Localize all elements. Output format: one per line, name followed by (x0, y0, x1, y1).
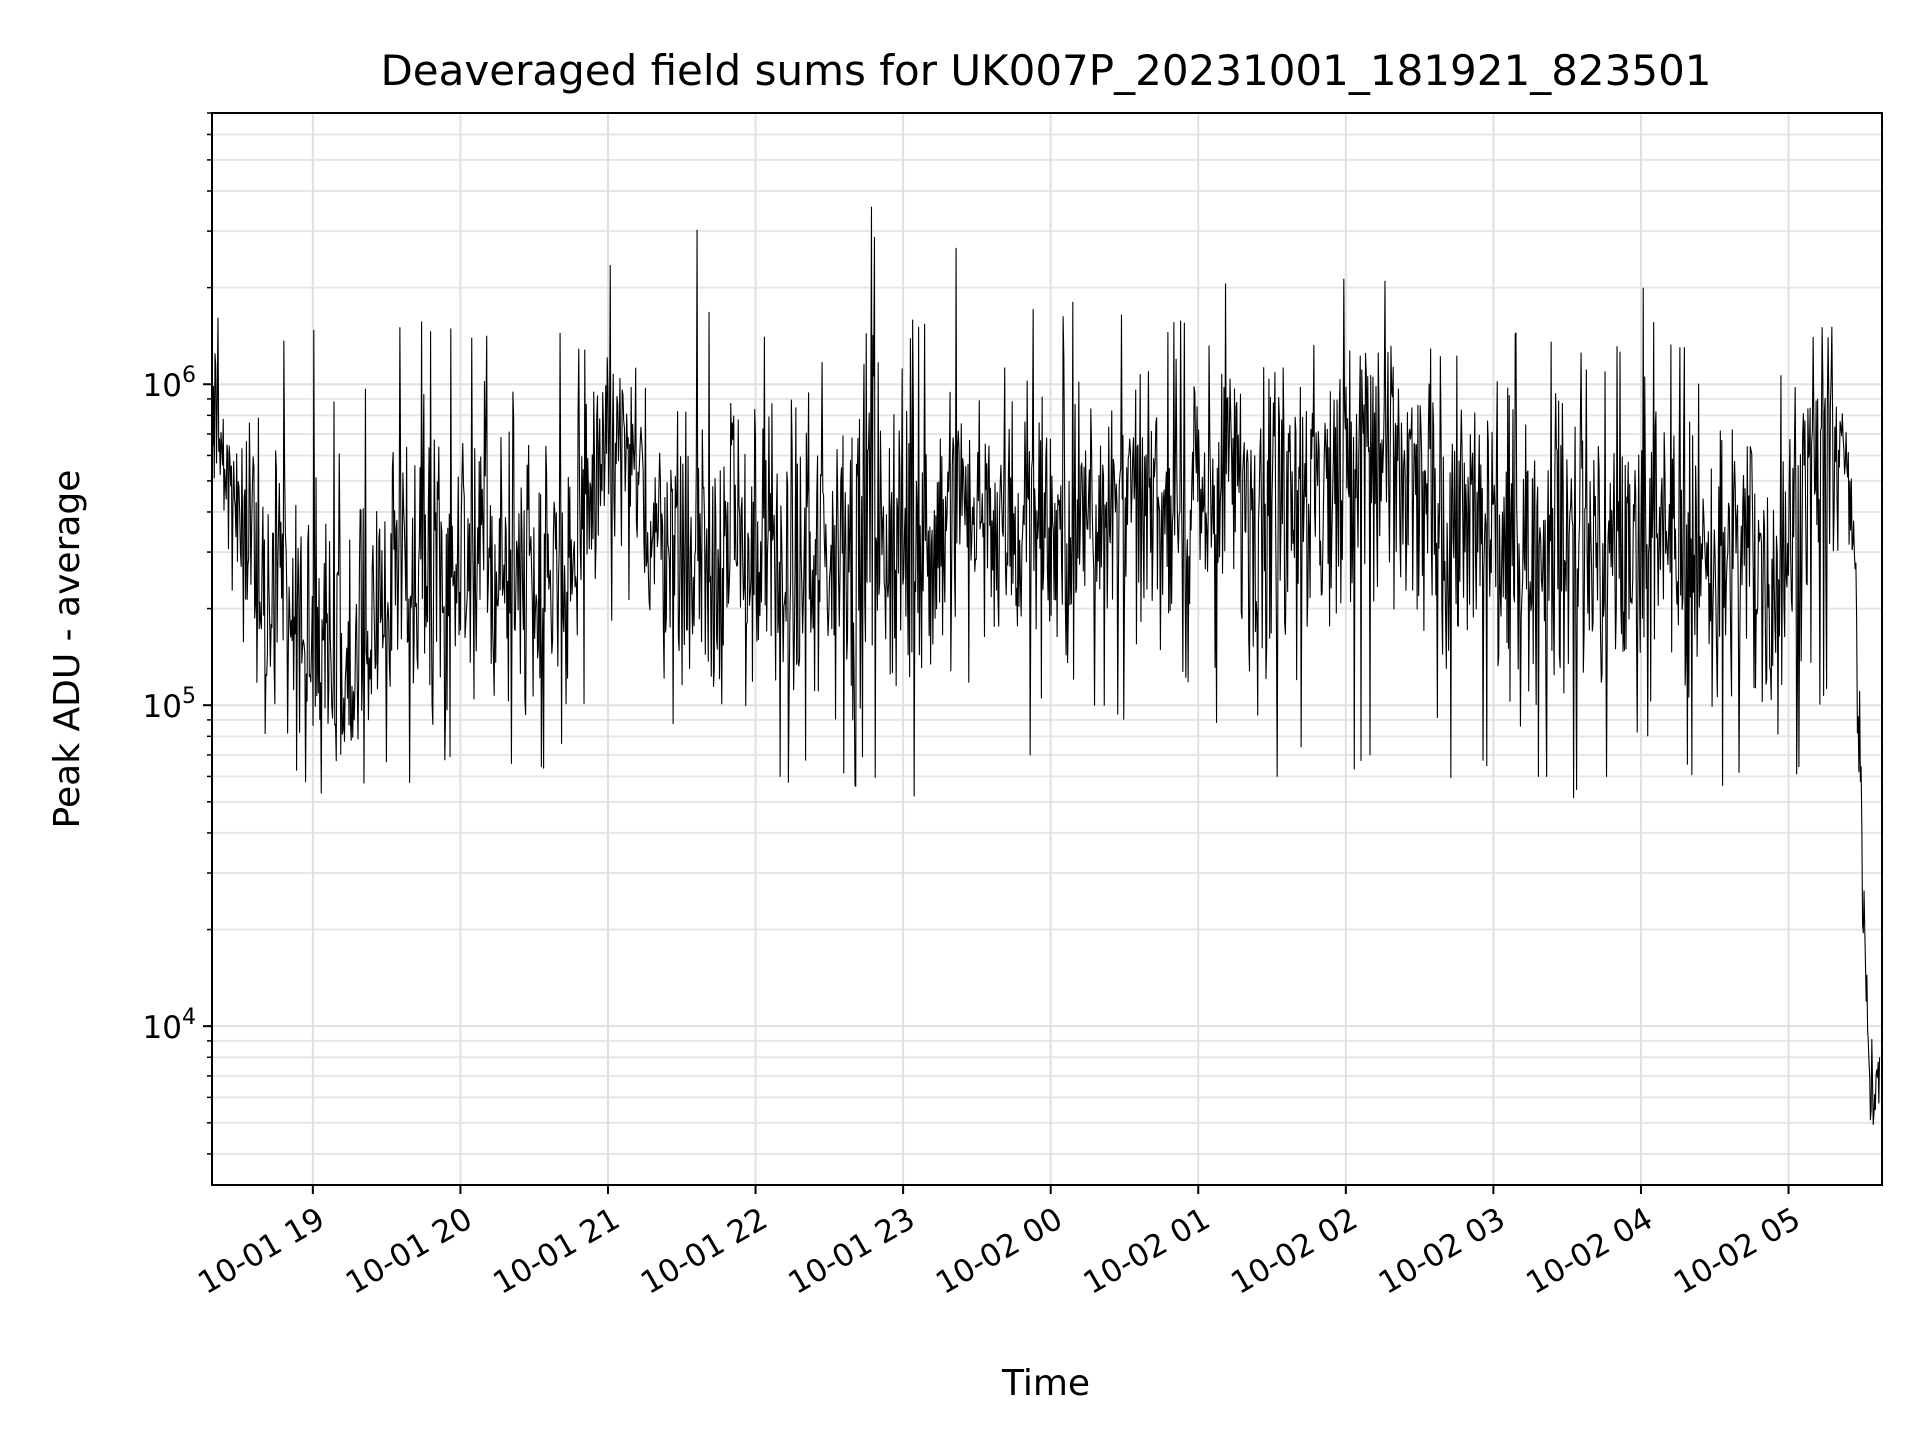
y-tick-label: 106 (143, 363, 196, 404)
plot-frame (211, 112, 1883, 1186)
series-line-0 (212, 206, 1881, 1126)
y-tick-label: 105 (143, 684, 196, 725)
y-tick-label: 104 (143, 1005, 196, 1046)
chart-title: Deaveraged field sums for UK007P_2023100… (380, 46, 1711, 95)
x-axis-label: Time (1001, 1363, 1090, 1404)
y-axis-label: Peak ADU - average (47, 470, 88, 829)
plot-area (212, 206, 1881, 1126)
series-layer (212, 206, 1881, 1126)
grid (212, 112, 1882, 1185)
y-axis: 104 105 106 (143, 112, 212, 1155)
